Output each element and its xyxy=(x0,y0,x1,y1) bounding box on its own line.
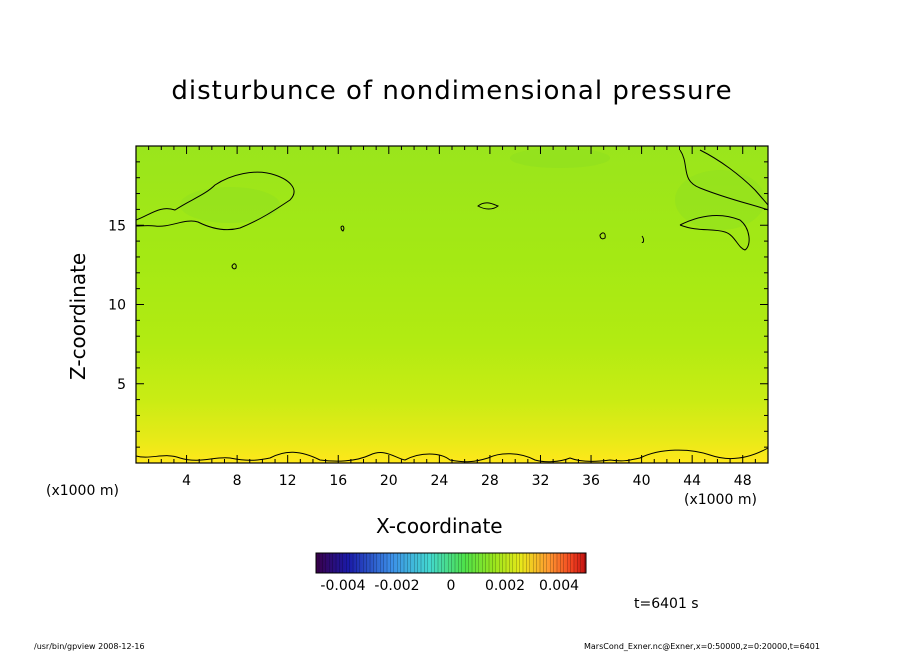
colorbar-tick-label: 0.004 xyxy=(539,578,579,594)
colorbar-tick-label: 0 xyxy=(447,578,456,594)
x-axis-label: X-coordinate xyxy=(376,514,503,538)
x-tick-label: 40 xyxy=(633,473,651,489)
chart-title: disturbunce of nondimensional pressure xyxy=(171,76,733,106)
colorbar-tick-label: 0.002 xyxy=(485,578,525,594)
colorbar-ticks: -0.004 -0.002 0 0.002 0.004 xyxy=(320,578,579,594)
x-tick-label: 16 xyxy=(329,473,347,489)
x-tick-label: 28 xyxy=(481,473,499,489)
x-tick-label: 20 xyxy=(380,473,398,489)
colorbar-frame xyxy=(315,552,587,574)
x-tick-label: 44 xyxy=(683,473,701,489)
footer-left: /usr/bin/gpview 2008-12-16 xyxy=(34,642,145,651)
y-tick-label: 5 xyxy=(117,377,126,393)
x-axis-ticks: 4 8 12 16 20 24 28 32 36 40 44 48 xyxy=(148,146,756,489)
x-tick-label: 48 xyxy=(734,473,752,489)
y-tick-label: 15 xyxy=(108,218,126,234)
field-patch xyxy=(510,148,610,168)
x-axis-unit-left: (x1000 m) xyxy=(46,483,119,499)
x-tick-label: 24 xyxy=(430,473,448,489)
y-axis-label: Z-coordinate xyxy=(66,252,90,380)
y-axis-ticks: 5 10 15 xyxy=(108,161,768,448)
x-axis-unit-right: (x1000 m) xyxy=(684,492,757,508)
colorbar-stripes xyxy=(318,553,585,573)
footer-right: MarsCond_Exner.nc@Exner,x=0:50000,z=0:20… xyxy=(584,642,820,651)
x-tick-label: 8 xyxy=(233,473,242,489)
x-tick-label: 36 xyxy=(582,473,600,489)
x-tick-label: 12 xyxy=(279,473,297,489)
x-tick-label: 32 xyxy=(532,473,550,489)
colorbar-tick-label: -0.004 xyxy=(320,578,365,594)
field-patch xyxy=(675,170,765,230)
y-tick-label: 10 xyxy=(108,298,126,314)
contour-lines xyxy=(135,149,769,463)
colorbar-tick-label: -0.002 xyxy=(374,578,419,594)
time-label: t=6401 s xyxy=(634,596,699,612)
x-tick-label: 4 xyxy=(182,473,191,489)
field-patch xyxy=(180,187,280,223)
